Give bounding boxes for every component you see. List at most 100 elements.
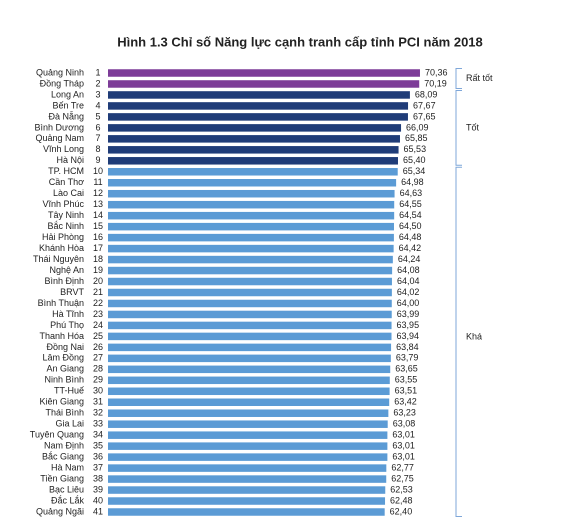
group-label: Rất tốt [466, 73, 493, 83]
province-label: Cần Thơ [49, 177, 84, 187]
rank-label: 4 [95, 100, 100, 110]
province-label: Bắc Giang [42, 452, 84, 462]
rank-label: 25 [93, 331, 103, 341]
province-label: Ninh Bình [44, 375, 84, 385]
value-label: 62,75 [391, 473, 414, 483]
province-label: Thái Nguyên [33, 254, 84, 264]
value-label: 63,23 [393, 408, 416, 418]
bar [108, 124, 402, 132]
rank-label: 26 [93, 342, 103, 352]
value-label: 63,65 [395, 364, 418, 374]
rank-label: 30 [93, 386, 103, 396]
rank-label: 5 [95, 111, 100, 121]
province-label: Thanh Hóa [39, 331, 84, 341]
value-label: 64,42 [399, 243, 422, 253]
rank-label: 12 [93, 188, 103, 198]
bar [108, 464, 387, 472]
value-label: 62,77 [391, 462, 414, 472]
rank-label: 34 [93, 430, 103, 440]
province-label: Đắc Lắk [51, 495, 85, 505]
value-label: 63,95 [397, 320, 420, 330]
province-label: Hà Nội [56, 155, 84, 165]
province-label: Lào Cai [53, 188, 84, 198]
rank-label: 17 [93, 243, 103, 253]
province-label: Kiên Giang [39, 397, 84, 407]
province-label: Bắc Ninh [47, 221, 84, 231]
value-label: 63,55 [395, 375, 418, 385]
rank-label: 6 [95, 122, 100, 132]
bar [108, 321, 392, 330]
bar [108, 168, 398, 176]
province-label: Vĩnh Phúc [42, 199, 84, 209]
province-label: Lâm Đồng [42, 353, 84, 363]
rank-label: 27 [93, 353, 103, 363]
value-label: 63,79 [396, 353, 419, 363]
value-label: 66,09 [406, 122, 429, 132]
value-label: 64,24 [398, 254, 421, 264]
rank-label: 24 [93, 320, 103, 330]
value-label: 63,01 [392, 441, 415, 451]
bar [108, 343, 392, 352]
bar [108, 354, 391, 363]
bar [108, 233, 394, 242]
rank-label: 11 [93, 177, 102, 187]
value-label: 64,50 [399, 221, 422, 231]
province-label: Gia Lai [55, 419, 84, 429]
province-label: An Giang [46, 364, 84, 374]
province-label: Đồng Tháp [40, 78, 84, 88]
value-label: 65,34 [403, 166, 426, 176]
bar [108, 91, 410, 99]
province-label: Phú Thọ [50, 320, 84, 330]
bar [108, 211, 395, 220]
rank-label: 31 [93, 397, 103, 407]
province-label: TP. HCM [48, 166, 84, 176]
province-label: Nghệ An [49, 265, 84, 275]
rank-label: 9 [95, 155, 100, 165]
bar [108, 376, 390, 385]
rank-label: 1 [95, 67, 100, 77]
bar [108, 332, 392, 341]
value-label: 64,48 [399, 232, 422, 242]
rank-label: 8 [95, 144, 100, 154]
rank-label: 16 [93, 232, 103, 242]
value-label: 64,54 [399, 210, 422, 220]
group-bracket [455, 166, 462, 517]
value-label: 63,42 [394, 397, 417, 407]
bar [108, 113, 408, 121]
rank-label: 39 [93, 484, 103, 494]
value-label: 63,01 [392, 452, 415, 462]
value-label: 67,65 [413, 111, 436, 121]
value-label: 63,51 [395, 386, 418, 396]
bar [108, 80, 420, 88]
province-label: Bình Dương [35, 122, 84, 132]
chart-title: Hình 1.3 Chỉ số Năng lực cạnh tranh cấp … [117, 34, 483, 49]
province-label: Bình Thuận [38, 298, 84, 308]
bar [108, 255, 393, 264]
value-label: 62,40 [390, 506, 413, 516]
value-label: 62,48 [390, 495, 413, 505]
value-label: 64,55 [399, 199, 422, 209]
value-label: 65,85 [405, 133, 428, 143]
province-label: BRVT [60, 287, 84, 297]
rank-label: 40 [93, 495, 103, 505]
rank-label: 23 [93, 309, 103, 319]
bar [108, 453, 388, 461]
rank-label: 29 [93, 375, 103, 385]
bar [108, 189, 395, 198]
value-label: 64,00 [397, 298, 420, 308]
value-label: 68,09 [415, 89, 438, 99]
value-label: 62,53 [390, 484, 413, 494]
value-label: 64,02 [397, 287, 420, 297]
bar [108, 200, 395, 209]
rank-label: 32 [93, 408, 103, 418]
rank-label: 28 [93, 364, 103, 374]
bar [108, 442, 388, 450]
province-label: Bến Tre [52, 100, 84, 110]
rank-label: 33 [93, 419, 103, 429]
province-label: Thái Bình [45, 408, 84, 418]
value-label: 64,98 [401, 177, 424, 187]
province-label: Khánh Hòa [39, 243, 84, 253]
bar [108, 299, 392, 308]
group-bracket [455, 89, 462, 166]
